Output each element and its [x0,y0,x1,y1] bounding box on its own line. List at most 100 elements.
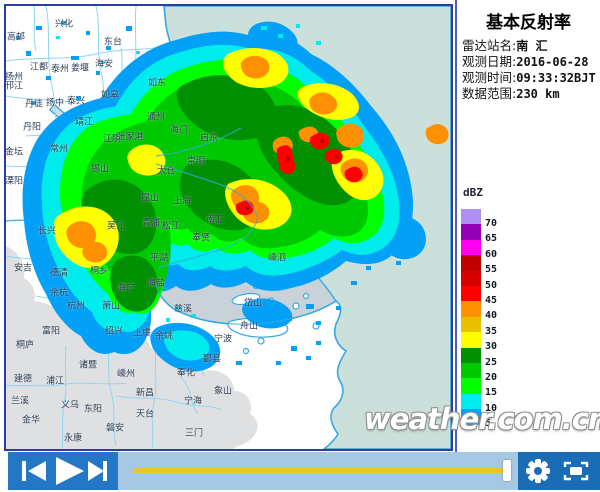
legend-color-block [461,209,481,225]
map-place-label: 溧阳 [4,176,24,187]
map-place-label: 南汇 [205,215,225,226]
map-place-label: 吴江 [106,221,126,232]
map-place-label: 舟山 [239,321,259,332]
map-place-label: 象山 [213,386,233,397]
map-place-label: 姜堰 [70,63,90,74]
station-line: 雷达站名:南 汇 [462,35,547,54]
player-buttons [8,452,118,490]
map-place-label: 绍兴 [104,326,124,337]
map-place-label: 常州 [49,144,69,155]
watermark: weather.com.cn [364,402,600,436]
map-place-label: 萧山 [101,301,121,312]
map-place-label: 太仓 [156,166,176,177]
map-place-label: 江都 [29,62,49,73]
map-place-label: 昆山 [140,193,160,204]
map-labels-layer: 兴化 高邮 东台 江都 泰州 姜堰 海安 扬州 邗江 如皋 丹徒 扬中 泰兴 如东 靖江 丹阳 江阴 张家港 金坛 常… [6,6,451,449]
range-label: 数据范围: [462,86,517,101]
legend-color-block [461,255,481,271]
map-place-label: 宁海 [183,396,203,407]
map-place-label: 德清 [49,268,69,279]
legend-dbz-value: 50 [485,279,498,291]
seek-track[interactable] [133,468,505,473]
map-place-label: 如皋 [100,90,120,101]
legend-color-block [461,378,481,394]
map-place-label: 诸暨 [78,360,98,371]
panel-title: 基本反射率 [486,13,571,33]
map-place-label: 奉贤 [191,233,211,244]
map-place-label: 上海 [172,196,192,207]
map-place-label: 东台 [103,37,123,48]
map-place-label: 义乌 [60,400,80,411]
play-icon [56,457,84,485]
map-place-label: 东阳 [83,404,103,415]
map-place-label: 崇明 [186,156,206,167]
map-place-label: 海宁 [116,283,136,294]
fullscreen-button[interactable] [559,452,600,490]
legend-dbz-value: 5 [485,418,492,430]
map-place-label: 磐安 [105,423,125,434]
map-place-label: 永康 [63,433,83,444]
legend-color-block [461,316,481,333]
bar-right-buttons [518,452,600,490]
map-place-label: 金坛 [4,147,24,158]
map-place-label: 泰兴 [66,96,86,107]
legend-color-block [461,224,481,240]
legend-dbz-value: 65 [485,233,498,245]
range-value: 230 km [516,87,560,101]
info-panel: 基本反射率 雷达站名:南 汇 观测日期:2016-06-28 观测时间:09:3… [455,0,600,452]
play-button[interactable] [52,452,86,490]
legend-dbz-value: 60 [485,248,498,260]
legend-color-block [461,332,481,348]
radar-echo-layer [16,21,449,372]
time-line: 观测时间:09:33:32BJT [462,67,596,86]
map-place-label: 高邮 [6,32,26,43]
map-place-label: 锡山 [90,164,110,175]
legend-color-block [461,393,481,410]
skip-back-button[interactable] [8,452,52,490]
map-place-label: 丹徒 [24,99,44,110]
date-label: 观测日期: [462,54,517,69]
map-place-label: 余杭 [49,288,69,299]
map-place-label: 兴化 [54,19,74,30]
map-place-label: 杭州 [66,301,86,312]
map-place-label: 青浦 [141,218,161,229]
map-place-label: 扬州 [4,72,24,83]
legend-dbz-value: 10 [485,402,498,414]
map-place-label: 海盐 [146,278,166,289]
map-place-label: 天台 [135,409,155,420]
legend-dbz-value: 55 [485,264,498,276]
date-line: 观测日期:2016-06-28 [462,51,588,70]
legend-dbz-value: 35 [485,325,498,337]
skip-back-icon [22,461,46,481]
settings-button[interactable] [518,452,559,490]
legend-dbz-value: 70 [485,218,498,229]
map-place-label: 金华 [21,415,41,426]
map-place-label: 慈溪 [173,304,193,315]
map-place-label: 浦江 [45,376,65,387]
map-place-label: 靖江 [74,117,94,128]
map-place-label: 三门 [184,428,204,439]
map-place-label: 宁波 [213,334,233,345]
skip-forward-button[interactable] [86,452,118,490]
map-place-label: 如东 [147,78,167,89]
station-label: 雷达站名: [462,38,517,53]
legend-dbz-value: 40 [485,310,498,322]
map-place-label: 泰州 [50,64,70,75]
legend-color-block [461,239,481,256]
map-place-label: 上虞 [132,328,152,339]
map-place-label: 海安 [94,59,114,70]
radar-map: 兴化 高邮 东台 江都 泰州 姜堰 海安 扬州 邗江 如皋 丹徒 扬中 泰兴 如东 靖江 丹阳 江阴 张家港 金坛 常… [4,4,453,451]
map-place-label: 新昌 [135,388,155,399]
map-place-label: 丹阳 [22,122,42,133]
date-value: 2016-06-28 [516,55,589,69]
map-place-label: 富阳 [41,326,61,337]
time-label: 观测时间: [462,70,517,85]
map-place-label: 江阴 [102,134,122,145]
map-place-label: 鄞县 [202,354,222,365]
legend-color-block [461,270,481,286]
fullscreen-icon [563,461,589,481]
legend-color-block [461,409,481,425]
map-place-label: 奉化 [176,368,196,379]
seek-handle[interactable] [503,460,511,481]
